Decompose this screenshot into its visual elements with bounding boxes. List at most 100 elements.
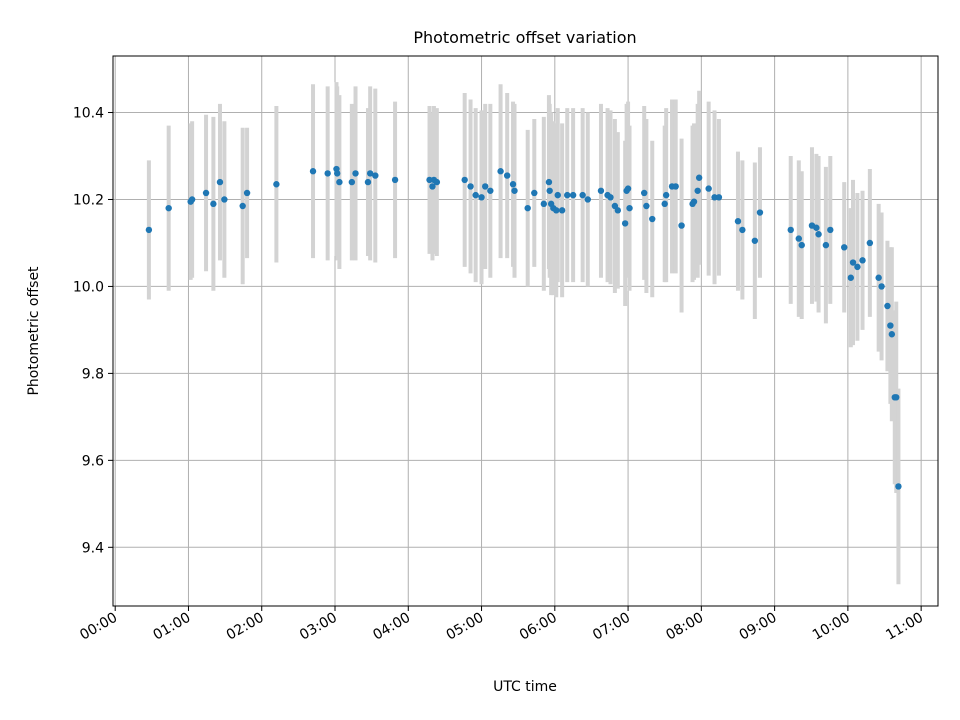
data-point <box>694 187 701 194</box>
data-point <box>849 259 857 266</box>
x-axis-label: UTC time <box>493 679 557 695</box>
data-point <box>624 185 632 192</box>
data-point <box>626 204 633 212</box>
data-point <box>188 196 196 203</box>
data-point <box>545 178 553 186</box>
data-point <box>145 226 153 234</box>
data-point <box>569 191 577 199</box>
data-point <box>372 172 379 179</box>
data-point <box>875 274 882 281</box>
data-point <box>859 257 866 264</box>
data-point <box>336 178 343 186</box>
data-point <box>202 189 210 197</box>
data-point <box>822 241 830 249</box>
data-point <box>391 176 399 184</box>
data-point <box>854 263 861 271</box>
data-point <box>564 191 571 199</box>
data-point <box>509 181 517 188</box>
data-point <box>472 191 479 199</box>
data-point <box>579 191 586 199</box>
data-point <box>524 204 531 212</box>
data-point <box>690 198 698 205</box>
data-point <box>309 168 317 175</box>
data-point <box>467 183 474 190</box>
y-axis-ticks: 9.4 9.6 9.8 10.0 10.2 10.4 <box>73 106 113 556</box>
data-point <box>334 170 341 177</box>
data-point <box>705 185 712 192</box>
data-point <box>554 191 561 199</box>
plot-frame <box>112 55 939 607</box>
data-point <box>827 226 834 234</box>
data-point <box>643 202 650 210</box>
y-tick-label: 10.2 <box>73 192 104 208</box>
data-point <box>429 183 436 190</box>
data-point <box>540 200 548 208</box>
data-point <box>678 222 685 229</box>
data-point <box>478 194 485 201</box>
data-point <box>584 196 591 203</box>
data-point <box>511 187 518 194</box>
data-point <box>751 237 759 244</box>
data-point <box>878 283 885 290</box>
data-point <box>813 224 820 231</box>
data-point <box>503 172 511 179</box>
data-point <box>558 207 566 214</box>
data-point <box>273 181 280 188</box>
data-point <box>662 191 670 199</box>
data-point <box>847 274 855 281</box>
data-point <box>216 178 224 186</box>
y-tick-label: 10.4 <box>73 106 104 122</box>
data-point <box>210 200 217 208</box>
data-point <box>553 207 560 214</box>
data-point <box>711 194 718 201</box>
data-point <box>884 302 891 310</box>
data-point <box>243 189 251 197</box>
data-point <box>734 218 742 225</box>
data-point <box>888 331 896 338</box>
data-point <box>364 178 372 186</box>
data-point <box>649 215 656 223</box>
data-point <box>324 170 331 177</box>
data-point <box>497 168 504 175</box>
data-points <box>145 165 902 490</box>
data-point <box>482 183 489 190</box>
data-point <box>815 231 822 238</box>
y-axis-label: Photometric offset <box>26 266 42 396</box>
y-tick-label: 9.8 <box>82 366 104 382</box>
data-point <box>221 196 228 203</box>
data-point <box>165 204 172 212</box>
data-point <box>621 220 629 227</box>
data-point <box>756 209 764 216</box>
data-point <box>426 176 433 184</box>
data-point <box>239 202 246 210</box>
data-point <box>715 194 723 201</box>
data-point <box>352 170 359 177</box>
data-point <box>795 235 802 242</box>
data-point <box>739 226 746 234</box>
data-point <box>597 187 605 194</box>
data-point <box>672 183 679 190</box>
data-point <box>866 239 874 247</box>
data-point <box>366 170 374 177</box>
y-tick-label: 10.0 <box>73 279 104 295</box>
data-point <box>607 194 614 201</box>
data-point <box>661 200 668 208</box>
data-point <box>895 483 902 490</box>
data-point <box>461 176 468 184</box>
y-tick-label: 9.6 <box>82 453 104 469</box>
data-point <box>887 322 894 329</box>
data-point <box>433 178 441 186</box>
data-point <box>531 189 538 197</box>
data-point <box>546 187 553 194</box>
data-point <box>614 207 622 214</box>
data-point <box>893 394 900 401</box>
data-point <box>841 244 848 251</box>
y-tick-label: 9.4 <box>82 540 104 556</box>
data-point <box>695 174 703 181</box>
data-point <box>640 189 648 197</box>
data-point <box>787 226 794 234</box>
data-point <box>798 241 805 249</box>
data-point <box>348 178 356 186</box>
